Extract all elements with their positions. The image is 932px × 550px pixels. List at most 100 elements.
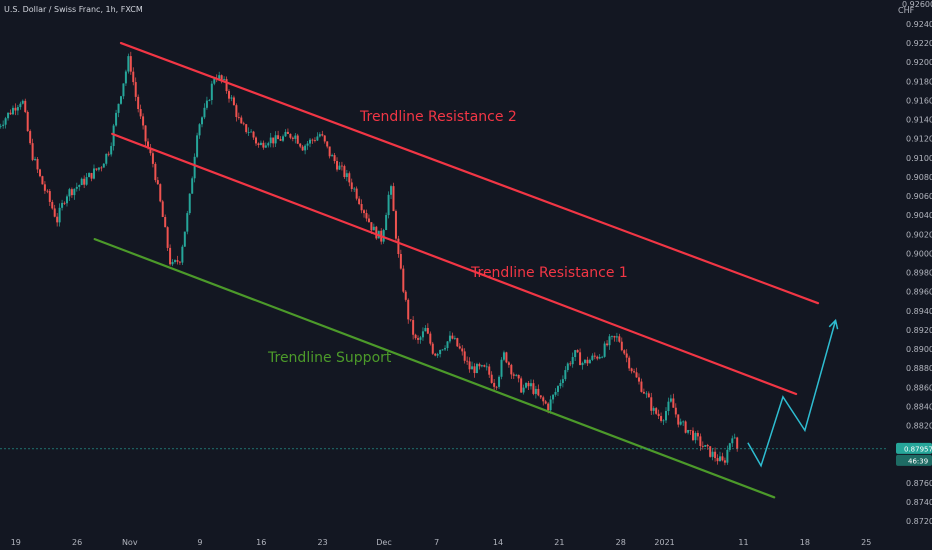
candle-body — [448, 335, 451, 342]
projection-path[interactable] — [747, 318, 839, 468]
candle-body — [598, 356, 601, 359]
candle-body — [579, 352, 582, 366]
candle-body — [547, 403, 550, 411]
candle-body — [144, 125, 147, 142]
candle-body — [323, 135, 326, 142]
trendlines[interactable] — [93, 41, 820, 499]
candle-body — [43, 184, 46, 191]
candle-body — [414, 334, 417, 339]
candle-body — [402, 268, 405, 292]
candle-body — [51, 201, 54, 209]
symbol-title[interactable]: U.S. Dollar / Swiss Franc, 1h, FXCM — [4, 5, 143, 14]
candle-body — [139, 109, 142, 117]
candle-body — [726, 449, 729, 463]
candle-body — [201, 117, 204, 125]
candle-body — [88, 173, 91, 178]
time-tick: 14 — [493, 538, 503, 547]
candle-body — [637, 377, 640, 382]
candle-body — [291, 137, 294, 139]
candle-body — [478, 363, 481, 367]
candle-body — [696, 432, 699, 437]
candle-body — [576, 350, 579, 353]
time-tick: 16 — [256, 538, 266, 547]
time-tick: 19 — [11, 538, 21, 547]
candle-body — [549, 399, 552, 411]
candle-body — [608, 336, 611, 346]
candle-body — [92, 168, 95, 179]
candle-body — [588, 359, 591, 364]
candle-body — [223, 79, 226, 81]
candle-body — [56, 216, 59, 223]
candle-body — [657, 413, 660, 417]
candle-body — [613, 335, 616, 338]
trendline[interactable] — [119, 41, 820, 305]
candle-body — [124, 71, 127, 84]
candle-body — [581, 362, 584, 366]
candle-body — [375, 226, 378, 239]
candle-body — [591, 355, 594, 360]
candle-body — [475, 363, 478, 374]
time-tick: 9 — [197, 538, 202, 547]
candle-body — [14, 107, 17, 111]
candle-body — [704, 445, 707, 447]
candle-body — [466, 360, 469, 362]
candle-body — [623, 350, 626, 354]
projection-arrowhead — [828, 318, 839, 330]
candle-body — [127, 56, 130, 72]
candle-body — [714, 451, 717, 459]
candle-body — [495, 386, 498, 388]
candle-body — [721, 456, 724, 461]
candle-body — [24, 100, 27, 112]
candle-body — [348, 173, 351, 183]
candle-body — [583, 359, 586, 363]
candle-body — [53, 208, 56, 217]
candle-body — [674, 407, 677, 415]
time-axis[interactable]: 19 26 Nov 9 16 23 Dec 7 14 21 28 2021 11 18 25 — [11, 538, 872, 547]
time-tick: 28 — [616, 538, 626, 547]
countdown-value: 46:39 — [908, 457, 928, 465]
candle-body — [146, 141, 149, 148]
candle-body — [186, 213, 189, 232]
candle-body — [336, 161, 339, 170]
candle-body — [424, 327, 427, 332]
annotation-support[interactable]: Trendline Support — [267, 350, 392, 366]
candle-body — [399, 254, 402, 269]
time-tick: Nov — [122, 538, 138, 547]
candle-body — [392, 186, 395, 212]
candle-body — [502, 352, 505, 360]
candle-body — [650, 397, 653, 411]
candle-body — [456, 338, 459, 347]
candle-body — [29, 131, 32, 144]
candle-body — [610, 335, 613, 337]
candle-body — [387, 194, 390, 216]
candle-body — [119, 96, 122, 104]
candle-body — [36, 158, 39, 170]
annotation-resistance-2[interactable]: Trendline Resistance 2 — [359, 109, 517, 125]
candle-body — [78, 185, 81, 187]
projection-line[interactable] — [747, 320, 837, 468]
candle-body — [26, 111, 29, 132]
annotation-resistance-1[interactable]: Trendline Resistance 1 — [470, 265, 628, 281]
time-tick: 11 — [738, 538, 748, 547]
candle-body — [556, 386, 559, 392]
trendline[interactable] — [93, 237, 776, 499]
candle-body — [95, 168, 98, 170]
candle-body — [645, 393, 648, 395]
candle-body — [439, 350, 442, 355]
candle-body — [331, 155, 334, 157]
candle-body — [409, 319, 412, 321]
candle-body — [436, 354, 439, 356]
price-tick-top: 0.92600 — [902, 0, 932, 9]
trendline[interactable] — [111, 132, 798, 396]
candle-body — [193, 156, 196, 179]
